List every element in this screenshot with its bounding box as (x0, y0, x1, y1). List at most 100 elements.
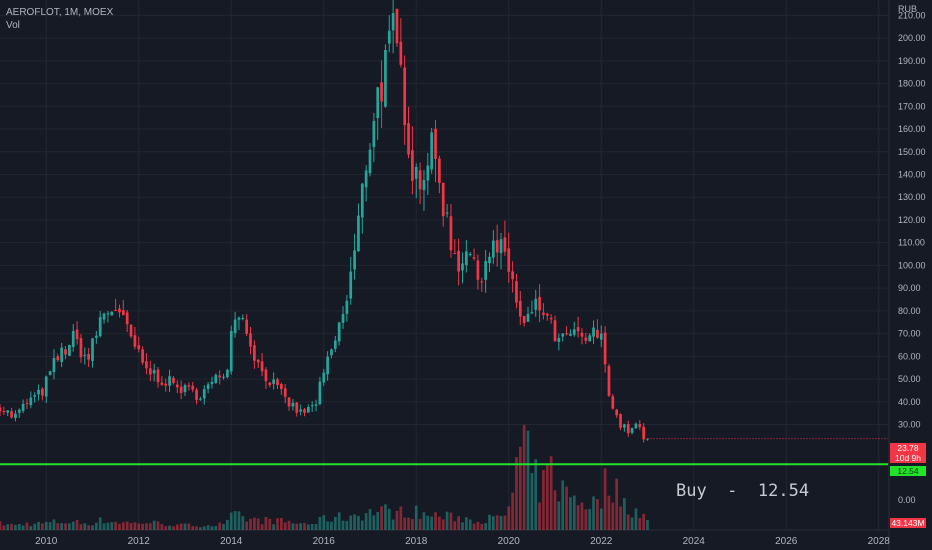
candle-body (391, 13, 395, 31)
candle-body (156, 369, 160, 383)
volume-bar (110, 522, 114, 530)
volume-bar (29, 526, 33, 530)
buy-annotation-text[interactable]: Buy - 12.54 (676, 481, 810, 501)
x-axis-tick-label: 2024 (683, 536, 706, 547)
volume-bar (125, 521, 129, 530)
y-axis-tick-label: 70.00 (898, 329, 921, 339)
candle-body (360, 183, 364, 218)
volume-indicator-label[interactable]: Vol (6, 20, 20, 31)
candle-body (484, 261, 487, 280)
volume-bar (353, 514, 356, 530)
candle-body (60, 347, 64, 362)
candle-body (380, 82, 383, 102)
candle-countdown: 10d 9h (895, 453, 921, 463)
volume-bar (549, 456, 553, 530)
candle-body (430, 132, 434, 170)
y-axis-tick-label: 80.00 (898, 306, 921, 316)
y-axis-tick-label: 110.00 (898, 238, 925, 248)
candle-body (237, 317, 241, 320)
candle-body (619, 414, 622, 428)
y-axis-tick-label: 30.00 (898, 420, 921, 430)
candle-body (495, 240, 499, 253)
x-axis-tick-label: 2010 (35, 536, 58, 547)
candle-body (603, 332, 607, 365)
candle-body (283, 388, 287, 397)
volume-bar (507, 506, 511, 530)
candle-body (175, 384, 179, 388)
volume-bar (2, 525, 6, 530)
volume-bar (137, 523, 141, 530)
volume-bar (253, 517, 256, 530)
candle-body (133, 335, 137, 347)
volume-bar (314, 523, 318, 530)
volume-bar (264, 516, 268, 530)
volume-bar (376, 511, 380, 530)
candle-body (322, 372, 326, 383)
candle-body (553, 320, 557, 342)
candle-body (195, 389, 198, 400)
y-axis-tick-label: 160.00 (898, 124, 926, 134)
candle-body (638, 423, 642, 428)
volume-bar (60, 523, 64, 530)
volume-bar (322, 515, 326, 530)
volume-bar (476, 521, 480, 530)
y-axis-tick-label: 200.00 (898, 33, 926, 43)
volume-bar (411, 519, 414, 530)
volume-bar (114, 521, 117, 530)
volume-bar (623, 498, 626, 530)
candle-body (576, 326, 580, 332)
candle-body (148, 368, 152, 375)
volume-bar (44, 521, 48, 530)
volume-bar (384, 504, 387, 530)
volume-bar (295, 523, 299, 530)
volume-bar (175, 524, 179, 530)
candle-body (607, 365, 611, 396)
candle-body (2, 411, 6, 413)
y-axis-tick-label: 50.00 (898, 374, 921, 384)
candle-body (249, 333, 252, 347)
candle-body (141, 349, 144, 363)
candle-body (253, 345, 256, 361)
y-axis-tick-label: 140.00 (898, 169, 926, 179)
y-axis-tick-label: 150.00 (898, 147, 926, 157)
candle-body (491, 240, 495, 258)
volume-bar (287, 520, 291, 530)
candle-body (387, 30, 391, 44)
candle-body (125, 312, 129, 325)
candle-body (172, 377, 175, 384)
volume-bar (542, 470, 545, 530)
volume-bar (615, 478, 619, 530)
candle-body (623, 424, 626, 428)
volume-bar (102, 523, 106, 530)
candle-body (168, 376, 171, 386)
candle-body (114, 310, 117, 312)
x-axis-tick-label: 2020 (498, 536, 521, 547)
symbol-title[interactable]: AEROFLOT, 1M, MOEX (6, 7, 114, 18)
candle-body (333, 340, 337, 349)
candle-body (95, 335, 98, 338)
volume-bar (611, 502, 615, 530)
current-price-badge: 23.78 10d 9h (890, 443, 926, 463)
candle-body (256, 360, 260, 363)
candle-body (364, 170, 368, 188)
candle-body (310, 405, 314, 407)
volume-bar (160, 524, 164, 530)
volume-bar (148, 523, 152, 530)
volume-bar (95, 522, 98, 530)
candle-body (461, 263, 464, 271)
volume-bar (642, 513, 645, 530)
volume-bar (364, 513, 368, 530)
volume-bar (495, 515, 499, 530)
volume-bar (530, 473, 534, 530)
volume-bar (588, 509, 592, 530)
volume-bar (491, 516, 495, 530)
candle-body (314, 404, 318, 406)
candle-body (218, 375, 222, 378)
volume-bar (330, 521, 333, 530)
volume-bar (438, 516, 441, 530)
volume-axis-tick-label: 0.00 (898, 495, 916, 505)
volume-bar (380, 506, 383, 530)
candle-body (596, 329, 599, 338)
volume-bar (522, 424, 526, 530)
